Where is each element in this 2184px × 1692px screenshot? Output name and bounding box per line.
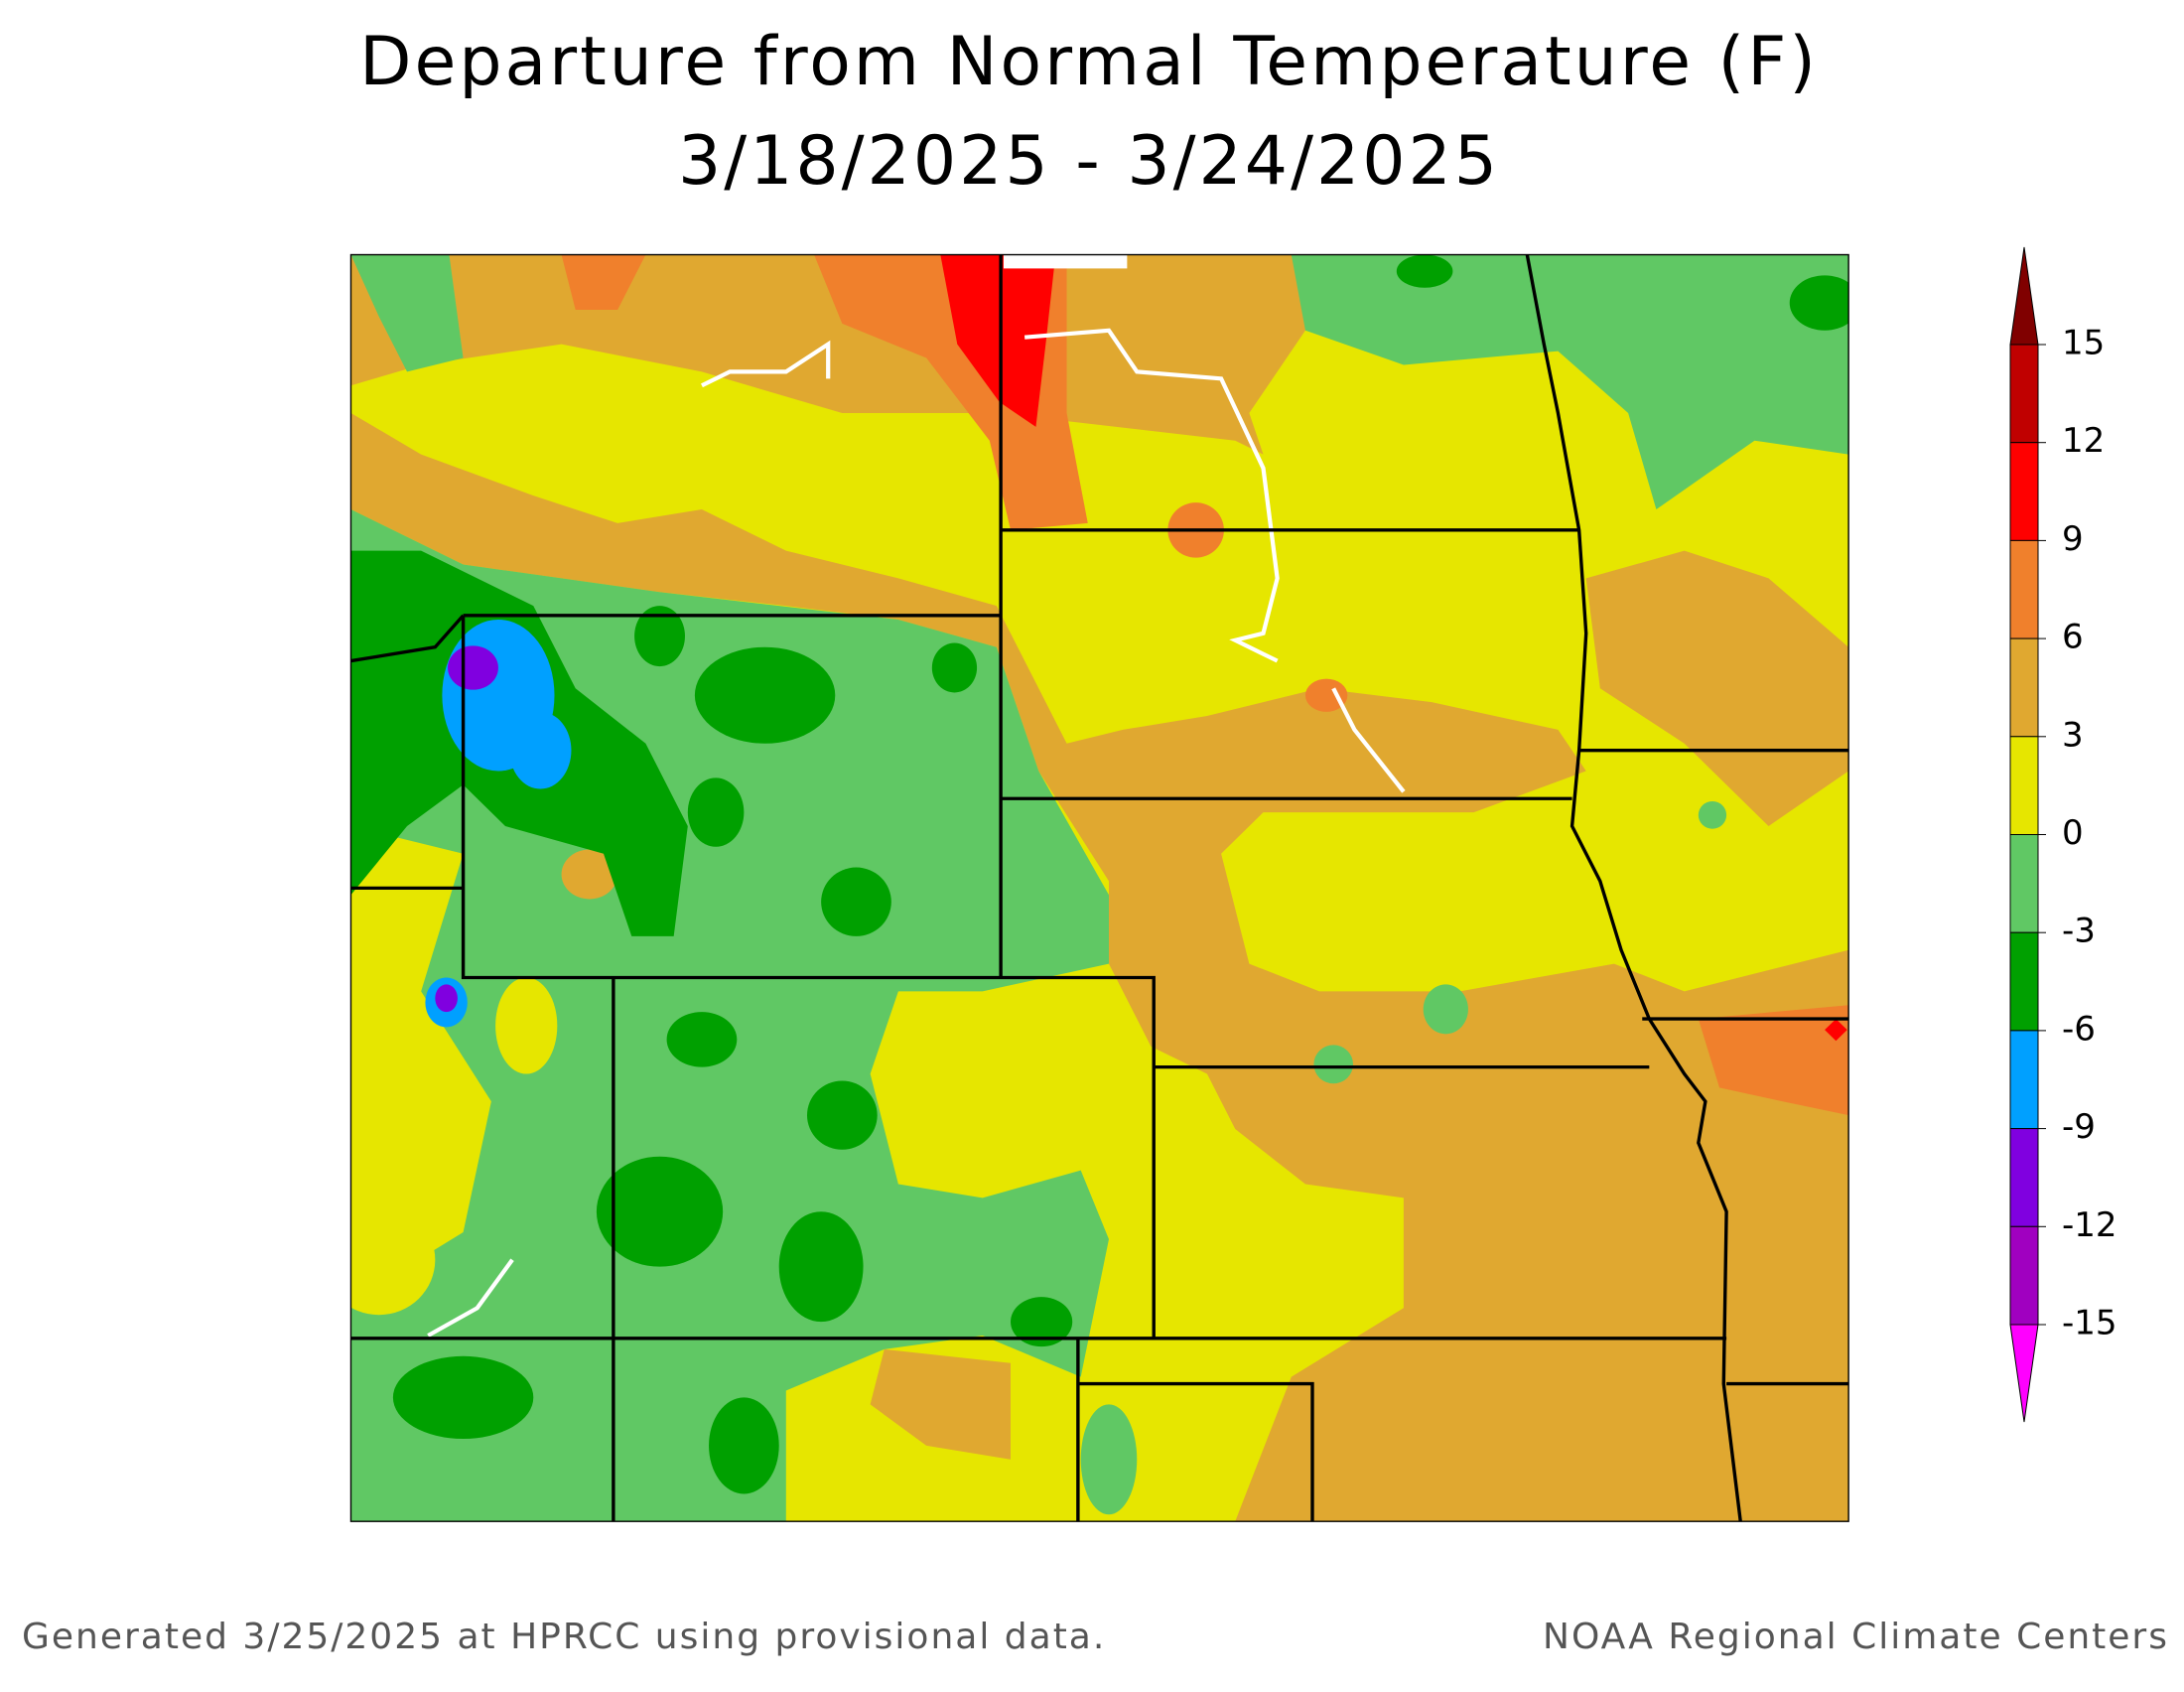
state-boundaries (350, 254, 1849, 1522)
region (1011, 1297, 1073, 1347)
river (427, 1258, 514, 1338)
colorbar-band (2009, 931, 2039, 1032)
region (931, 642, 978, 693)
colorbar-label: 9 (2062, 519, 2084, 559)
colorbar-label: 3 (2062, 715, 2084, 755)
footer-right: NOAA Regional Climate Centers (1543, 1617, 2169, 1657)
state-line (350, 254, 1849, 1522)
colorbar-label: 12 (2062, 421, 2105, 461)
colorbar-band (2009, 834, 2039, 933)
colorbar-label: 15 (2062, 324, 2105, 363)
region (392, 1355, 534, 1439)
region (806, 1080, 878, 1150)
river (701, 340, 831, 388)
region (1698, 1005, 1849, 1116)
river (1024, 328, 1280, 663)
colorbar-label: -15 (2062, 1304, 2117, 1343)
region (821, 867, 891, 936)
colorbar-label: 6 (2062, 618, 2084, 657)
river-boundary (1525, 254, 1742, 1522)
region (435, 984, 458, 1013)
colorbar-band (2009, 1030, 2039, 1130)
region (1585, 550, 1849, 826)
map (349, 253, 1849, 1522)
region (561, 849, 618, 900)
map-title: Departure from Normal Temperature (F) (359, 23, 1819, 101)
region (1396, 254, 1453, 288)
region (1291, 254, 1849, 510)
region (694, 646, 836, 744)
colorbar-band (2009, 344, 2039, 444)
colorbar-under (2009, 1324, 2039, 1423)
region (1423, 984, 1468, 1035)
map-fill (350, 254, 1849, 1522)
rivers (427, 254, 1406, 1338)
colorbar-band (2009, 442, 2039, 541)
colorbar-band (2009, 1225, 2039, 1326)
region (495, 977, 558, 1074)
region (350, 254, 464, 372)
colorbar-band (2009, 539, 2039, 639)
region (350, 412, 1849, 1522)
colorbar-band (2009, 1128, 2039, 1227)
region (1313, 1045, 1353, 1084)
map-frame (349, 253, 1849, 1522)
region (448, 645, 498, 690)
region (1789, 275, 1849, 331)
colorbar-label: -6 (2062, 1009, 2096, 1049)
colorbar-band (2009, 637, 2039, 738)
colorbar-over (2009, 246, 2039, 346)
region (666, 1012, 738, 1067)
region (350, 1204, 436, 1316)
region (687, 777, 745, 847)
region (634, 606, 685, 667)
colorbar-label: 0 (2062, 813, 2084, 853)
region (1304, 678, 1348, 712)
river (1331, 687, 1406, 793)
region (509, 711, 572, 789)
region (561, 254, 646, 310)
footer-left: Generated 3/25/2025 at HPRCC using provi… (22, 1617, 1106, 1657)
colorbar-band (2009, 736, 2039, 835)
colorbar-label: -12 (2062, 1205, 2117, 1245)
region (870, 1348, 1012, 1460)
region (1080, 1404, 1138, 1515)
region (596, 1156, 724, 1267)
region (778, 1211, 864, 1323)
region (709, 1397, 779, 1494)
map-subtitle: 3/18/2025 - 3/24/2025 (678, 122, 1500, 201)
colorbar-label: -3 (2062, 912, 2096, 951)
colorbar-label: -9 (2062, 1107, 2096, 1147)
region (940, 254, 1056, 427)
colorbar: 15 12 9 6 3 0 -3 -6 -9 -12 -15 (2009, 246, 2117, 1423)
region (1698, 801, 1727, 829)
